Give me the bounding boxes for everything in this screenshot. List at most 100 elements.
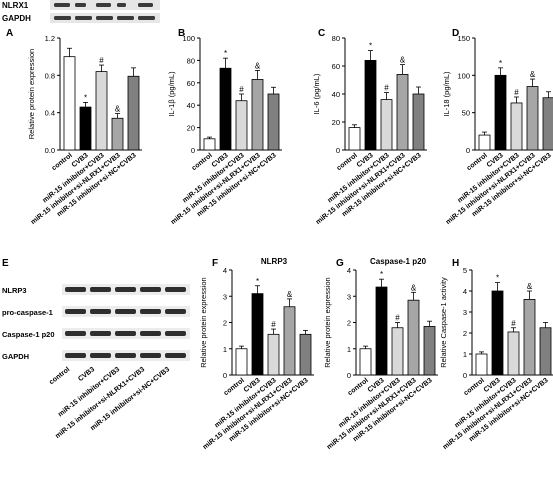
y-axis-label: Relative protein expression <box>27 49 36 139</box>
significance-mark: # <box>395 314 400 323</box>
top-blot-panel: NLRX1 GAPDH <box>2 0 160 23</box>
chart-f: F NLRP3 0 1 2 3 4 Relative protein expression co… <box>199 257 314 451</box>
blot-label-nlrx1: NLRX1 <box>2 1 29 10</box>
bar <box>267 93 280 151</box>
chart-title: NLRP3 <box>261 257 288 266</box>
blot-band <box>54 3 70 7</box>
bar <box>412 93 425 151</box>
y-tick-label: 1.2 <box>45 34 55 43</box>
blot-label-gapdh: GAPDH <box>2 14 31 23</box>
bar <box>299 333 312 376</box>
significance-mark: & <box>255 61 261 70</box>
x-category-label: miR-15 inhibitor+CVB3 <box>456 152 520 204</box>
y-tick-label: 0 <box>191 146 195 155</box>
blot-label-gapdh: GAPDH <box>2 352 29 361</box>
y-tick-label: 80 <box>332 34 340 43</box>
bar <box>267 333 280 376</box>
bar <box>95 71 108 151</box>
blot-band <box>117 16 134 20</box>
bar <box>235 348 248 376</box>
panel-letter-g: G <box>336 258 344 269</box>
y-tick-label: 2 <box>463 329 467 338</box>
y-tick-label: 40 <box>332 90 340 99</box>
blot-band <box>117 3 126 7</box>
bar <box>63 56 76 151</box>
blot-band <box>115 331 136 336</box>
significance-mark: & <box>400 56 406 65</box>
significance-mark: * <box>224 49 227 58</box>
significance-mark: * <box>496 274 499 283</box>
significance-mark: * <box>369 42 372 51</box>
bar <box>111 117 124 151</box>
blot-band <box>75 16 92 20</box>
significance-mark: # <box>99 56 104 65</box>
significance-mark: # <box>514 88 519 97</box>
y-tick-label: 50 <box>462 109 470 118</box>
blot-e-panel: E NLRP3 pro-caspase-1 Caspase-1 p20 GAPDH con… <box>2 258 190 440</box>
y-tick-label: 2 <box>347 319 351 328</box>
panel-letter-a: A <box>6 28 13 39</box>
y-tick-label: 0 <box>347 371 351 380</box>
bar <box>526 86 539 151</box>
y-tick-label: 100 <box>457 71 470 80</box>
blot-band <box>65 309 86 314</box>
bar <box>127 75 140 151</box>
y-tick-label: 0 <box>466 146 470 155</box>
y-tick-label: 3 <box>463 308 467 317</box>
bar <box>491 290 504 376</box>
x-category-label: miR-15 inhibitor+CVB3 <box>213 377 277 429</box>
y-tick-label: 4 <box>223 266 227 275</box>
bar <box>251 79 264 151</box>
y-tick-label: 0.4 <box>45 109 55 118</box>
significance-mark: * <box>256 277 259 286</box>
y-tick-label: 4 <box>463 287 467 296</box>
blot-band <box>138 16 155 20</box>
chart-h: H 0 1 2 3 4 5 Relative Caspase-1 activity contro… <box>439 258 553 451</box>
y-axis-label: Relative protein expression <box>323 277 332 367</box>
blot-band <box>65 287 86 292</box>
chart-g: G Caspase-1 p20 0 1 2 3 4 Relative protein expr… <box>323 257 438 451</box>
x-category-label: control <box>336 152 359 172</box>
blot-band <box>140 309 161 314</box>
y-tick-label: 0.0 <box>45 146 55 155</box>
bar <box>510 102 523 151</box>
x-category-label: control <box>191 152 214 172</box>
significance-mark: # <box>384 84 389 93</box>
bar <box>542 97 553 151</box>
y-tick-label: 0 <box>336 146 340 155</box>
blot-band <box>65 331 86 336</box>
y-tick-label: 0 <box>463 371 467 380</box>
x-category-label: miR-15 inhibitor+CVB3 <box>41 152 105 204</box>
y-tick-label: 150 <box>457 34 470 43</box>
y-tick-label: 60 <box>187 79 195 88</box>
x-category-label: control <box>347 377 370 397</box>
bar <box>391 327 404 376</box>
bar <box>79 106 92 151</box>
blot-band <box>90 287 111 292</box>
bar <box>407 299 420 376</box>
y-axis-label: IL-18 (pg/mL) <box>442 71 451 117</box>
y-tick-label: 1 <box>463 350 467 359</box>
blot-label-nlrp3: NLRP3 <box>2 286 27 295</box>
significance-mark: & <box>115 105 121 114</box>
chart-title: Caspase-1 p20 <box>370 257 427 266</box>
panel-letter-d: D <box>452 28 459 39</box>
x-category-label: miR-15 inhibitor+CVB3 <box>453 377 517 429</box>
y-tick-label: 2 <box>223 319 227 328</box>
y-axis-label: Relative Caspase-1 activity <box>439 277 448 368</box>
y-tick-label: 1 <box>223 345 227 354</box>
x-category-label: control <box>223 377 246 397</box>
significance-mark: * <box>380 270 383 279</box>
y-tick-label: 0.8 <box>45 71 55 80</box>
blot-lane-label: control <box>48 366 71 386</box>
x-category-label: miR-15 inhibitor+CVB3 <box>337 377 401 429</box>
y-axis-label: IL-6 (pg/mL) <box>312 73 321 114</box>
blot-band <box>165 309 186 314</box>
x-category-label: miR-15 inhibitor+CVB3 <box>181 152 245 204</box>
y-tick-label: 5 <box>463 266 467 275</box>
blot-band <box>140 331 161 336</box>
blot-band <box>96 16 113 20</box>
y-tick-label: 20 <box>332 118 340 127</box>
